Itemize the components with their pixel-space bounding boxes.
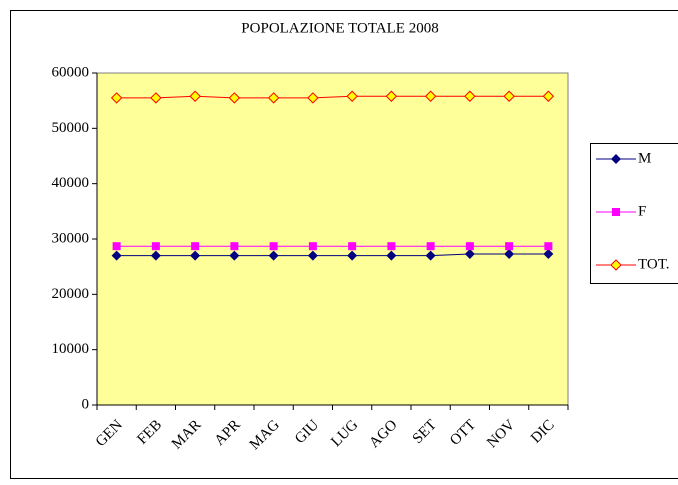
- marker: [269, 242, 278, 251]
- marker: [229, 250, 240, 261]
- marker: [426, 242, 435, 251]
- marker: [464, 248, 475, 259]
- marker: [230, 242, 239, 251]
- marker: [544, 242, 553, 251]
- y-tick-label: 10000: [52, 341, 90, 357]
- marker: [268, 250, 279, 261]
- marker: [610, 259, 622, 271]
- marker: [503, 90, 515, 102]
- marker: [465, 242, 474, 251]
- marker: [347, 250, 358, 261]
- marker: [424, 90, 437, 102]
- marker: [504, 248, 515, 259]
- marker: [228, 92, 241, 104]
- marker: [425, 250, 436, 261]
- marker: [151, 242, 160, 251]
- marker: [385, 90, 398, 102]
- marker: [150, 250, 161, 261]
- marker: [612, 208, 620, 216]
- marker: [111, 250, 122, 261]
- marker: [150, 92, 162, 104]
- y-tick-label: 0: [82, 396, 90, 412]
- y-tick-label: 30000: [52, 230, 90, 246]
- series-line: [116, 253, 549, 257]
- marker: [112, 242, 121, 251]
- marker: [267, 92, 280, 104]
- marker: [346, 90, 358, 102]
- legend-label: M: [638, 150, 651, 166]
- marker: [308, 242, 317, 251]
- plot-area: [96, 72, 569, 406]
- marker: [189, 90, 201, 102]
- marker: [387, 242, 396, 251]
- legend: [590, 143, 678, 284]
- marker: [190, 250, 201, 261]
- y-tick-label: 50000: [52, 120, 90, 136]
- marker: [307, 92, 319, 104]
- marker: [191, 242, 200, 251]
- y-tick-label: 40000: [52, 175, 90, 191]
- y-tick-label: 20000: [52, 286, 90, 302]
- chart-title: POPOLAZIONE TOTALE 2008: [241, 20, 438, 36]
- legend-label: F: [638, 203, 646, 219]
- series-line: [116, 95, 549, 99]
- y-tick-label: 60000: [52, 64, 90, 80]
- marker: [348, 242, 357, 251]
- marker: [464, 90, 476, 102]
- marker: [110, 92, 123, 104]
- legend-label: TOT.: [638, 256, 670, 272]
- marker: [505, 242, 514, 251]
- marker: [386, 250, 397, 261]
- marker: [307, 250, 318, 261]
- marker: [611, 154, 621, 164]
- marker: [542, 90, 555, 102]
- marker: [543, 248, 554, 259]
